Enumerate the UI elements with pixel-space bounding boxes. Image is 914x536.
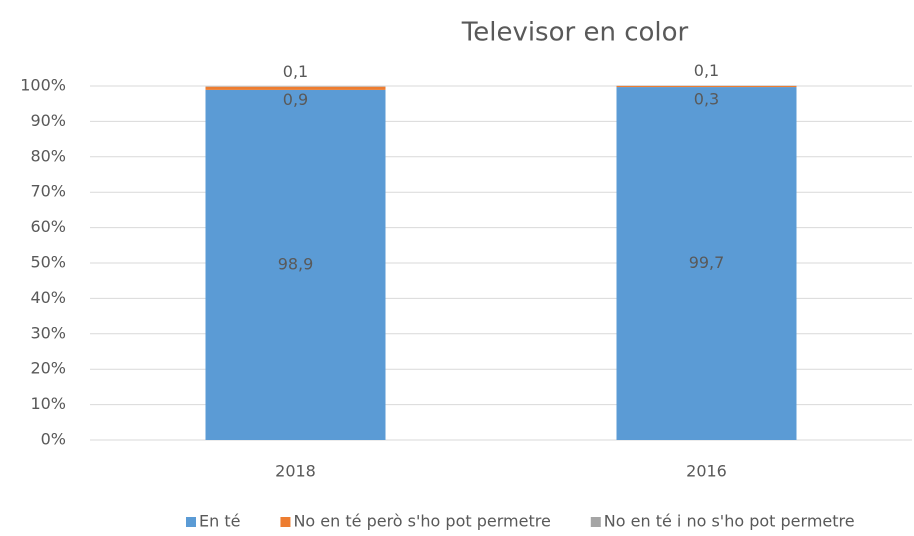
data-label: 0,1 (283, 62, 308, 81)
bar-segment (205, 86, 386, 90)
x-tick-label: 2018 (275, 462, 316, 481)
data-label: 0,1 (694, 61, 719, 80)
y-tick-label: 0% (41, 430, 66, 449)
bar-segment (616, 87, 797, 440)
y-tick-label: 60% (30, 217, 66, 236)
legend-label: No en té i no s'ho pot permetre (604, 512, 855, 531)
chart-title: Televisor en color (461, 18, 689, 48)
y-tick-label: 100% (20, 76, 66, 95)
legend-label: En té (199, 512, 240, 531)
y-tick-label: 50% (30, 253, 66, 272)
legend-swatch (186, 517, 196, 527)
y-tick-label: 10% (30, 394, 66, 413)
data-label: 0,9 (283, 90, 308, 109)
data-label: 98,9 (278, 254, 314, 273)
legend-label: No en té però s'ho pot permetre (293, 512, 550, 531)
y-tick-label: 40% (30, 288, 66, 307)
bar-segment (205, 89, 386, 441)
legend-swatch (280, 517, 291, 527)
y-tick-label: 70% (30, 182, 66, 201)
bar-segment (616, 86, 797, 88)
x-tick-label: 2016 (686, 462, 727, 481)
y-tick-label: 30% (30, 323, 66, 342)
data-label: 99,7 (689, 253, 725, 272)
data-label: 0,3 (694, 90, 719, 109)
y-tick-label: 80% (30, 146, 66, 165)
y-tick-label: 90% (30, 111, 66, 130)
legend-swatch (590, 517, 601, 527)
y-tick-label: 20% (30, 359, 66, 378)
